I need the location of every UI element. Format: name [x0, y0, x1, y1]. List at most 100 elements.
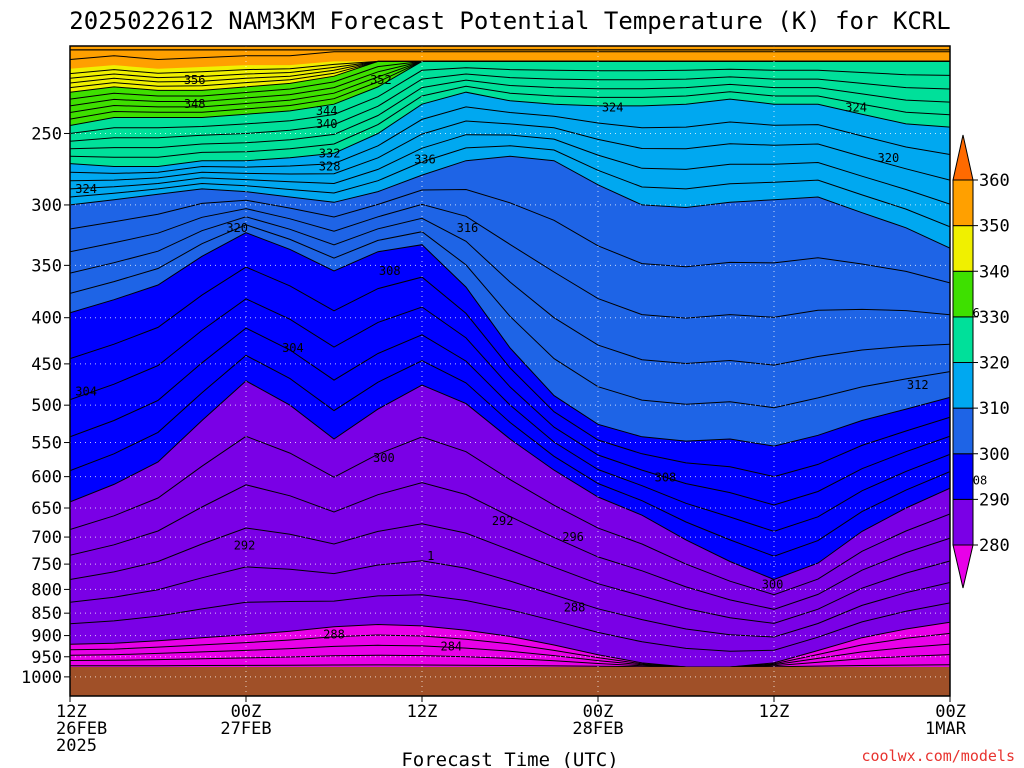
contour-label: 352	[370, 73, 392, 87]
colorbar-label: 330	[979, 308, 1010, 328]
contour-label: 332	[319, 146, 341, 160]
contour-332	[70, 85, 950, 158]
contour-label: 288	[564, 601, 586, 615]
contour-294	[70, 523, 950, 624]
contour-label: 308	[379, 264, 401, 278]
contour-label-text: 332	[319, 146, 341, 160]
y-tick-label: 850	[31, 604, 62, 624]
colorbar-label: 300	[979, 445, 1010, 465]
contour-358	[70, 60, 950, 75]
contour-316	[70, 203, 950, 319]
contour-label-text: 336	[414, 152, 436, 166]
x-tick-label: 28FEB	[572, 719, 623, 739]
colorbar-label: 310	[979, 399, 1010, 419]
x-tick-label: 12Z	[759, 702, 790, 722]
contour-326	[70, 120, 950, 182]
contour-label-text: 320	[226, 221, 248, 235]
colorbar-label: 360	[979, 171, 1010, 191]
contour-label: 292	[492, 514, 514, 528]
colorbar-segment	[952, 498, 974, 546]
contour-label-text: 1	[427, 549, 434, 563]
contour-label: 304	[75, 385, 97, 399]
contour-label-text: 300	[373, 451, 395, 465]
contour-label-text: 320	[878, 151, 900, 165]
contour-334	[70, 79, 950, 150]
contour-label: 356	[184, 73, 206, 87]
contour-label-text: 352	[370, 73, 392, 87]
contour-336	[70, 73, 950, 142]
contour-label: 324	[845, 101, 867, 115]
contour-label: 328	[319, 160, 341, 174]
contour-label-text: 328	[319, 160, 341, 174]
chart-title: 2025022612 NAM3KM Forecast Potential Tem…	[69, 7, 950, 35]
contour-label-text: 324	[602, 101, 624, 115]
ground-area	[70, 666, 950, 696]
contour-312	[70, 224, 950, 409]
colorbar-segment	[952, 270, 974, 318]
contour-290	[70, 594, 950, 652]
colorbar-min-arrow	[952, 544, 974, 589]
y-tick-label: 450	[31, 355, 62, 375]
contour-296	[70, 482, 950, 610]
isentrope-lines	[70, 49, 950, 668]
contour-label: 304	[282, 341, 304, 355]
y-tick-label: 800	[31, 580, 62, 600]
contour-292	[70, 560, 950, 638]
contour-302	[70, 354, 950, 557]
contour-label-text: 300	[762, 577, 784, 591]
contour-label-text: 296	[562, 530, 584, 544]
contour-label-text: 292	[234, 538, 256, 552]
contour-314	[70, 216, 950, 366]
y-tick-label: 750	[31, 555, 62, 575]
contour-label: 300	[762, 577, 784, 591]
y-tick-label: 700	[31, 528, 62, 548]
x-tick-label: 2025	[56, 736, 97, 756]
colorbar-label: 320	[979, 354, 1010, 374]
contour-298	[70, 435, 950, 596]
contour-300	[70, 380, 950, 581]
contour-324	[70, 134, 950, 205]
colorbar-label: 340	[979, 262, 1010, 282]
contour-322	[70, 145, 950, 228]
contour-label: 284	[440, 639, 462, 653]
contour-label: 320	[878, 151, 900, 165]
colorbar-segment	[952, 316, 974, 363]
colorbar-segment	[952, 225, 974, 272]
contour-label: 324	[602, 101, 624, 115]
x-tick-label: 26FEB	[56, 719, 107, 739]
contour-label: 324	[75, 182, 97, 196]
y-tick-label: 400	[31, 309, 62, 329]
contour-label-text: 340	[316, 117, 338, 131]
contour-label: 308	[655, 470, 677, 484]
contour-label: 344	[316, 104, 338, 118]
contour-label: 320	[226, 221, 248, 235]
contour-label-text: 348	[184, 97, 206, 111]
x-tick-label: 27FEB	[220, 719, 271, 739]
contour-286	[70, 632, 950, 668]
contour-label: 316	[457, 221, 479, 235]
contour-label: 340	[316, 117, 338, 131]
contour-362	[70, 51, 950, 61]
contour-288	[70, 621, 950, 668]
colorbar-label: 350	[979, 217, 1010, 237]
contour-label-text: 292	[492, 514, 514, 528]
y-axis-ticks: 250 300 350 400 450 500 550 600 650 700 750 800 850 9…	[21, 124, 70, 688]
contour-328	[70, 106, 950, 174]
contour-label: 300	[373, 451, 395, 465]
y-tick-label: 1000	[21, 668, 62, 688]
contour-280	[70, 664, 950, 668]
colorbar: 280 290 300 310 320 330 340 350 360	[952, 134, 1010, 589]
contour-308	[70, 266, 950, 478]
contour-306	[70, 298, 950, 506]
x-axis-label: Forecast Time (UTC)	[401, 749, 618, 768]
contour-label-text: 344	[316, 104, 338, 118]
colorbar-max-arrow	[952, 134, 974, 181]
contour-282	[70, 654, 950, 668]
contour-label-text: 312	[907, 378, 929, 392]
contour-label: 312	[907, 378, 929, 392]
contour-label: 1	[427, 549, 434, 563]
x-tick-label: 1MAR	[925, 719, 967, 739]
contour-310	[70, 232, 950, 447]
